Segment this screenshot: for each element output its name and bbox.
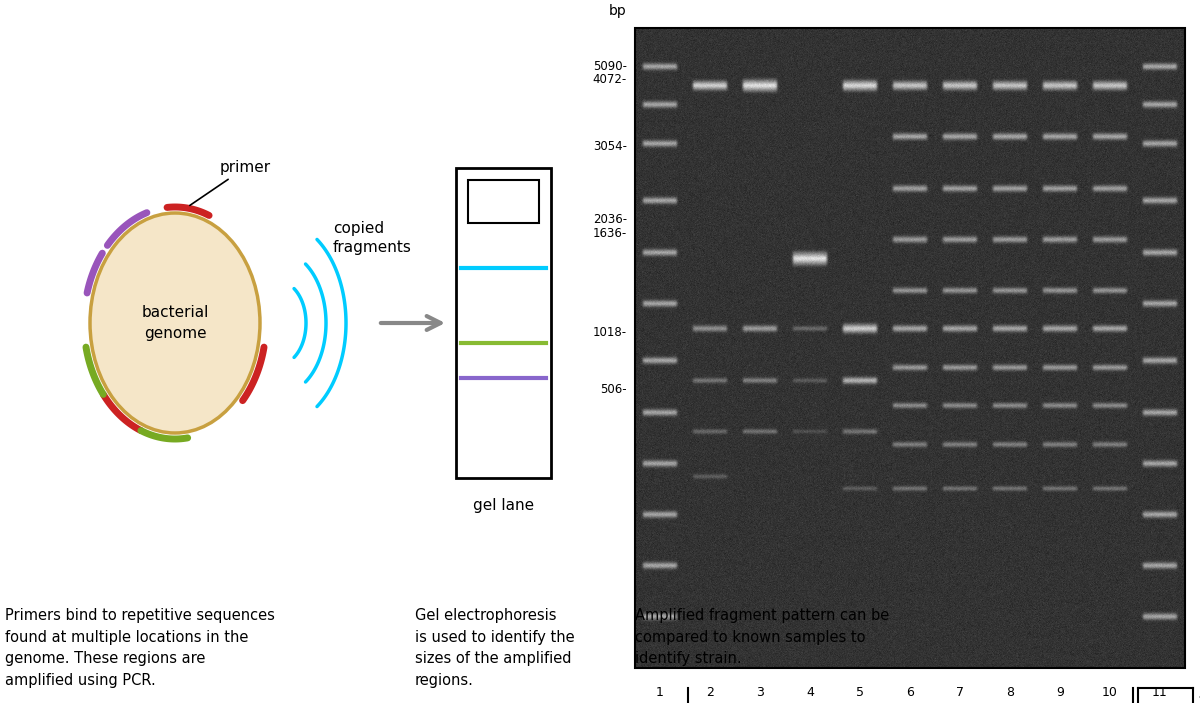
Text: 11: 11 bbox=[1152, 686, 1168, 699]
Text: 10: 10 bbox=[1102, 686, 1118, 699]
Text: 5: 5 bbox=[856, 686, 864, 699]
Text: gel lane: gel lane bbox=[473, 498, 534, 513]
Bar bbox=[468, 180, 539, 223]
Text: 9: 9 bbox=[1056, 686, 1064, 699]
Text: 3: 3 bbox=[756, 686, 764, 699]
Text: 7: 7 bbox=[956, 686, 964, 699]
Text: 3054-: 3054- bbox=[593, 140, 628, 153]
Text: 1018-: 1018- bbox=[593, 325, 628, 339]
Bar bbox=[635, 28, 1186, 668]
Text: 6: 6 bbox=[906, 686, 914, 699]
Text: 8: 8 bbox=[1006, 686, 1014, 699]
Text: 5090-
4072-: 5090- 4072- bbox=[593, 60, 628, 86]
Text: primer: primer bbox=[190, 160, 271, 205]
Text: 506-: 506- bbox=[600, 383, 628, 396]
Text: 2036-
1636-: 2036- 1636- bbox=[593, 213, 628, 240]
Text: 1: 1 bbox=[656, 686, 664, 699]
Text: copied
fragments: copied fragments bbox=[334, 221, 412, 255]
Text: 4: 4 bbox=[806, 686, 814, 699]
Ellipse shape bbox=[90, 213, 260, 433]
Text: Primers bind to repetitive sequences
found at multiple locations in the
genome. : Primers bind to repetitive sequences fou… bbox=[5, 608, 275, 688]
Text: Amplified fragment pattern can be
compared to known samples to
identify strain.: Amplified fragment pattern can be compar… bbox=[635, 608, 889, 666]
Text: bacterial
genome: bacterial genome bbox=[142, 305, 209, 341]
Bar bbox=[456, 168, 551, 478]
Text: 2: 2 bbox=[706, 686, 714, 699]
Text: bp: bp bbox=[610, 4, 628, 18]
Text: Gel electrophoresis
is used to identify the
sizes of the amplified
regions.: Gel electrophoresis is used to identify … bbox=[415, 608, 575, 688]
